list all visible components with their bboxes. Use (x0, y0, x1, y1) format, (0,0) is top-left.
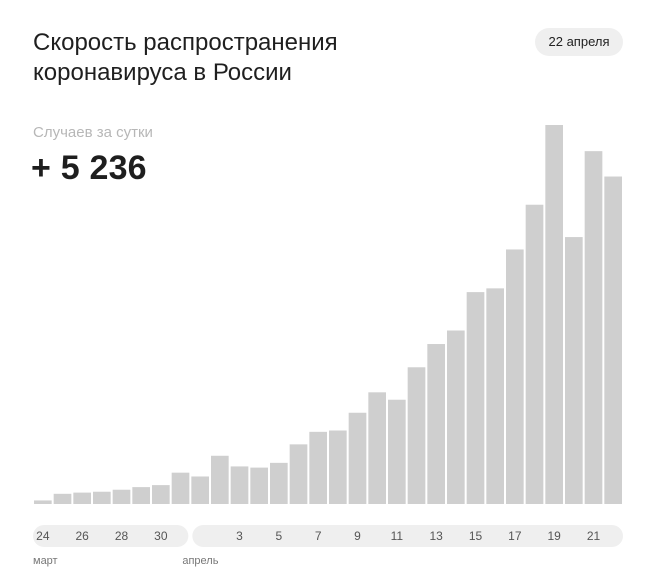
stat-value: + 5 236 (31, 149, 147, 187)
bar-11 (388, 399, 406, 504)
bar-13 (427, 344, 445, 504)
bar-1 (191, 476, 209, 504)
x-tick-label: 21 (587, 529, 601, 543)
axis-band-march (33, 525, 189, 547)
bar-8 (329, 430, 347, 504)
x-tick-label: 15 (469, 529, 483, 543)
bar-7 (309, 431, 327, 504)
bar-31 (171, 472, 190, 504)
x-tick-label: 13 (429, 529, 443, 543)
month-labels: март апрель (33, 555, 219, 567)
date-badge: 22 апреля (535, 28, 623, 56)
x-tick-label: 9 (354, 529, 361, 543)
bar-26 (73, 492, 91, 504)
bar-24 (34, 500, 52, 504)
bar-10 (368, 392, 386, 504)
x-tick-label: 30 (154, 529, 168, 543)
bar-2 (211, 455, 229, 504)
bars (34, 125, 622, 505)
bar-6 (289, 444, 308, 504)
bar-25 (53, 493, 72, 504)
x-tick-label: 3 (236, 529, 243, 543)
x-tick-label: 5 (275, 529, 282, 543)
bar-17 (506, 249, 524, 504)
stat-label: Случаев за сутки (33, 124, 153, 141)
x-tick-label: 19 (547, 529, 561, 543)
x-tick-label: 17 (508, 529, 522, 543)
bar-14 (447, 330, 465, 504)
bar-12 (407, 367, 426, 504)
bar-9 (348, 412, 367, 504)
bar-28 (112, 489, 131, 504)
bar-18 (525, 204, 544, 505)
bar-5 (270, 462, 288, 504)
x-tick-label: 11 (391, 529, 404, 543)
axis-band-april (192, 525, 623, 547)
bar-22 (604, 176, 622, 504)
bar-20 (565, 237, 583, 504)
bar-4 (250, 467, 268, 504)
month-label: март (33, 555, 58, 567)
x-tick-label: 7 (315, 529, 322, 543)
chart-title: Скорость распространения коронавируса в … (33, 29, 338, 86)
bar-15 (466, 292, 485, 504)
x-axis-band (33, 525, 623, 547)
x-tick-labels: 24 26 28 30 3 5 7 9 11 13 15 17 19 21 (36, 529, 600, 543)
bar-3 (230, 466, 249, 504)
bar-29 (132, 487, 150, 504)
bar-27 (93, 491, 111, 504)
x-tick-label: 28 (115, 529, 129, 543)
x-tick-label: 24 (36, 529, 50, 543)
month-label: апрель (182, 555, 218, 567)
bar-16 (486, 288, 504, 504)
bar-19 (545, 125, 563, 504)
x-tick-label: 26 (75, 529, 89, 543)
bar-21 (584, 151, 603, 504)
bar-30 (152, 485, 170, 504)
